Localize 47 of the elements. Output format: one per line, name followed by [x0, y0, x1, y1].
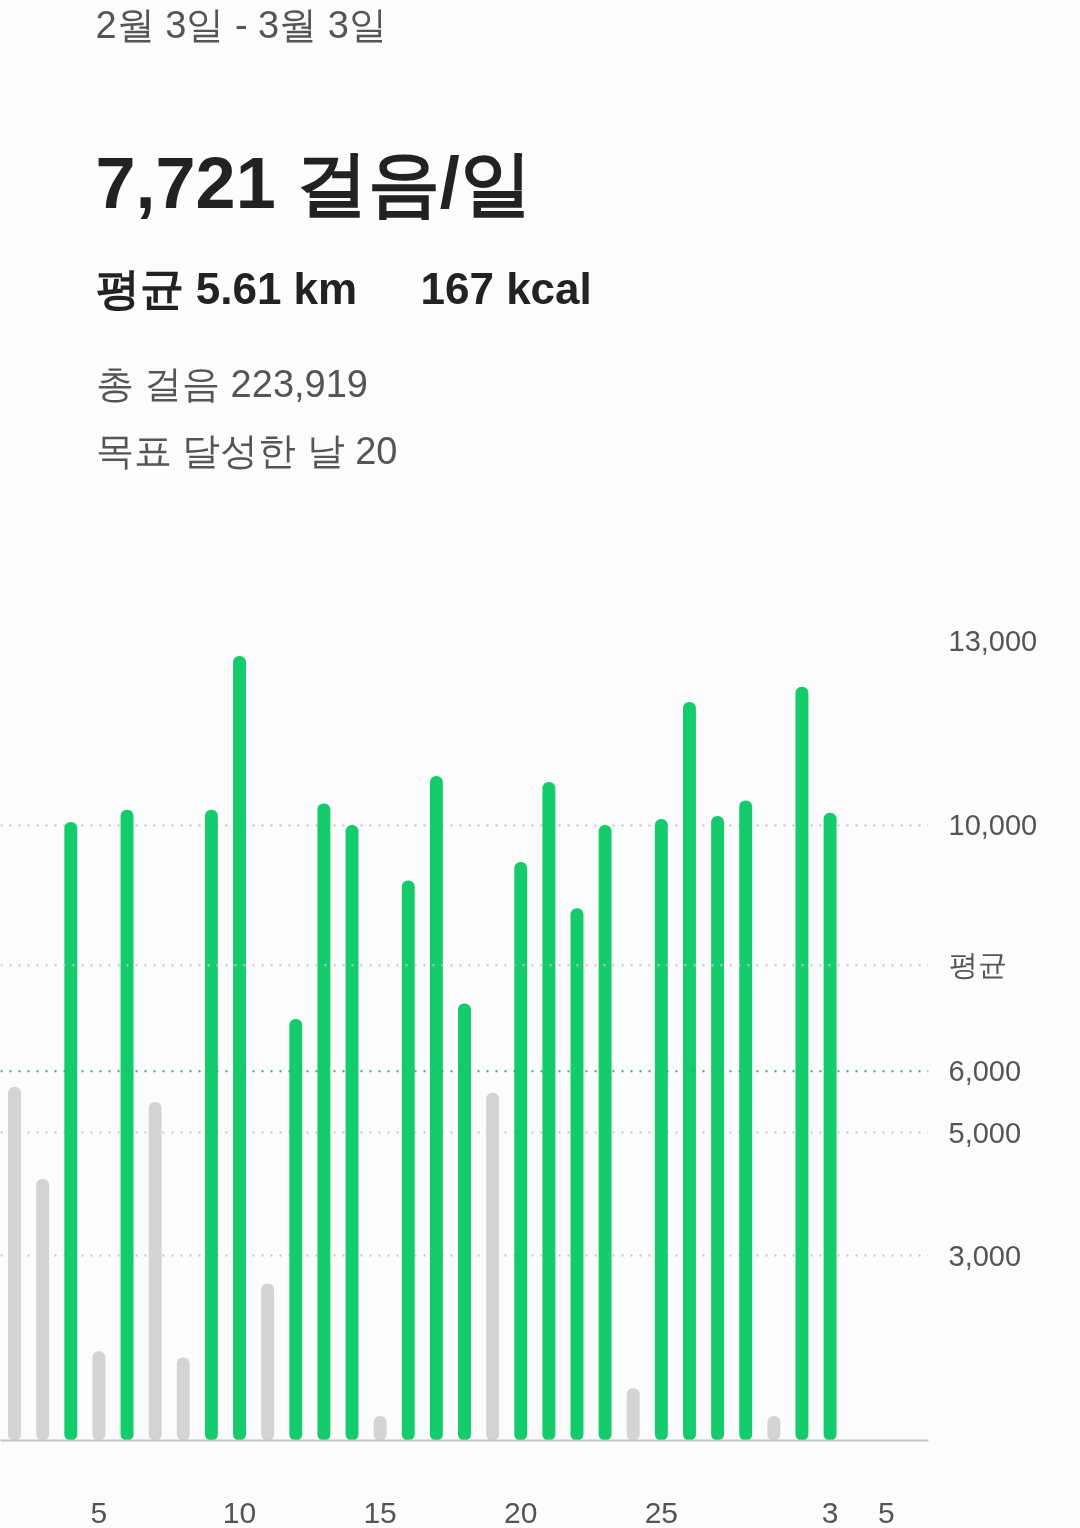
bar [317, 803, 331, 1441]
bar [795, 686, 809, 1441]
bar [823, 812, 837, 1441]
y-tick-label: 5,000 [948, 1116, 1022, 1149]
y-tick-label: 3,000 [948, 1239, 1022, 1272]
bar [64, 822, 78, 1441]
bar [289, 1018, 303, 1441]
y-tick-label: 13,000 [948, 624, 1038, 657]
bar [683, 702, 696, 1441]
bar [176, 1357, 190, 1441]
x-tick-label: 3 [821, 1495, 839, 1528]
bar [598, 825, 612, 1441]
bar [345, 825, 359, 1441]
text: 167 kcal [420, 264, 592, 313]
ref-line-label: 평균 [948, 949, 1007, 982]
chart-title: 7,721 걸음/일 [95, 142, 532, 223]
bar [458, 1003, 471, 1441]
bar [570, 908, 584, 1441]
text: 총 걸음 223,919 [95, 362, 368, 405]
bar [429, 775, 443, 1441]
bar [148, 1102, 162, 1441]
bar [120, 809, 134, 1441]
bar [36, 1178, 50, 1441]
x-tick-label: 5 [877, 1495, 895, 1528]
bar [401, 880, 415, 1441]
bar [626, 1388, 640, 1441]
bar [711, 815, 725, 1441]
x-tick-label: 5 [90, 1495, 108, 1528]
bar [233, 655, 246, 1441]
x-tick-label: 25 [644, 1495, 679, 1528]
x-tick-label: 15 [363, 1495, 397, 1528]
bar [204, 809, 218, 1441]
bar [514, 862, 528, 1441]
ref-line-label: 6,000 [948, 1055, 1022, 1088]
text: 평균 5.61 km [95, 264, 358, 313]
bar [8, 1086, 22, 1441]
x-tick-label: 10 [222, 1495, 257, 1528]
bar [739, 800, 753, 1441]
bar [92, 1351, 106, 1441]
chart-subtitle: 2월 3일 - 3월 3일 [95, 3, 387, 46]
bar [654, 818, 668, 1441]
text: 목표 달성한 날 20 [95, 429, 398, 472]
x-tick-label: 20 [504, 1495, 538, 1528]
bar [542, 782, 556, 1441]
y-tick-label: 10,000 [948, 809, 1038, 842]
bar [261, 1283, 275, 1441]
bar [486, 1092, 500, 1441]
